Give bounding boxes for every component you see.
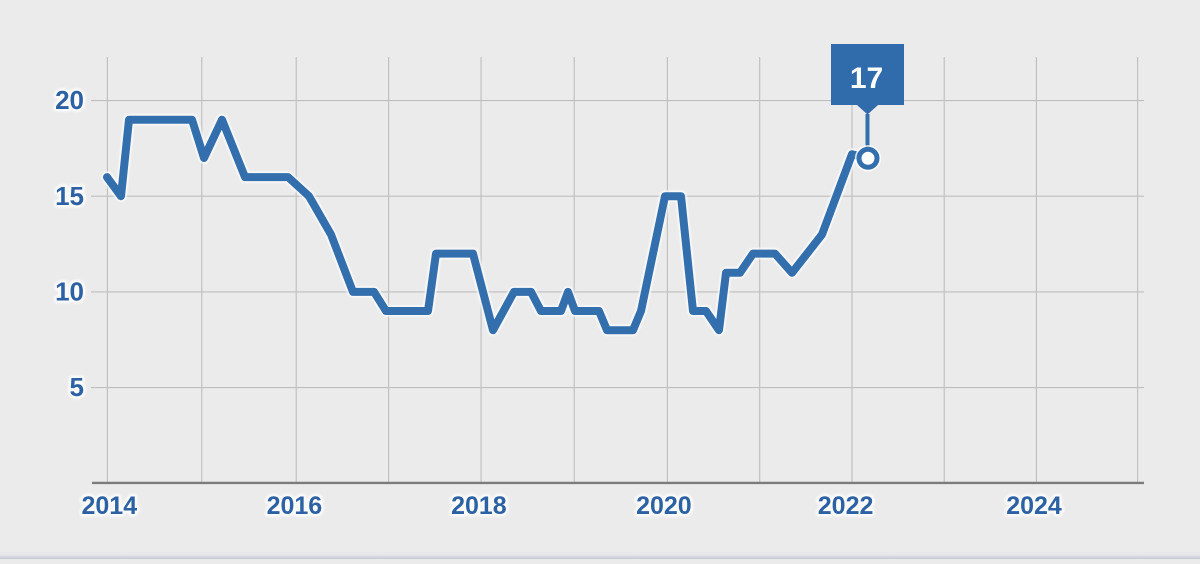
svg-text:15: 15 [55,181,84,211]
svg-text:2020: 2020 [636,492,692,520]
svg-text:2014: 2014 [81,492,137,520]
svg-text:17: 17 [850,62,883,95]
svg-text:20: 20 [55,85,84,115]
svg-text:2024: 2024 [1006,492,1062,520]
svg-text:2024: 2024 [1006,492,1062,520]
svg-text:2022: 2022 [818,492,874,520]
svg-text:10: 10 [55,276,84,306]
svg-text:2018: 2018 [451,492,507,520]
svg-text:10: 10 [55,276,84,306]
svg-text:2020: 2020 [636,492,692,520]
svg-text:5: 5 [70,372,84,402]
svg-text:5: 5 [70,372,84,402]
svg-text:2022: 2022 [818,492,874,520]
svg-text:15: 15 [55,181,84,211]
svg-text:2016: 2016 [267,492,323,520]
svg-text:2014: 2014 [81,492,137,520]
svg-text:20: 20 [55,85,84,115]
svg-text:2018: 2018 [451,492,507,520]
svg-text:2016: 2016 [267,492,323,520]
